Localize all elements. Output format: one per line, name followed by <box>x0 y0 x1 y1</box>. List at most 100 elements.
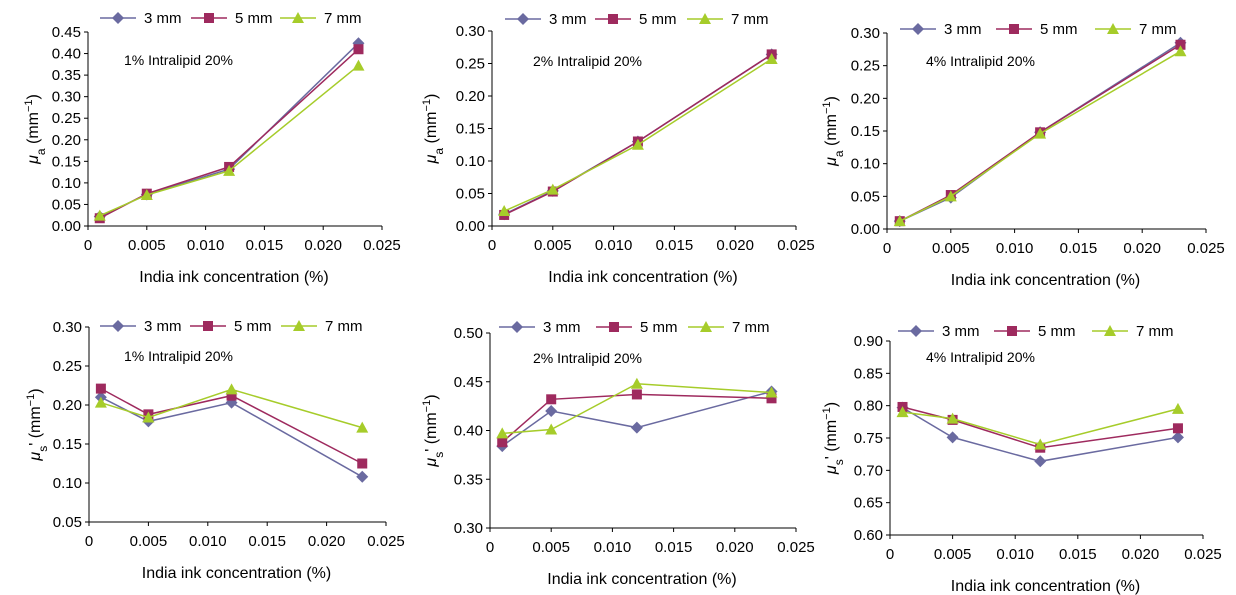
y-axis-title: μa (mm−1) <box>821 96 846 167</box>
x-tick-label: 0.015 <box>655 539 693 556</box>
triangle-marker <box>1107 23 1119 34</box>
square-marker <box>608 14 618 24</box>
y-axis-title: μa (mm−1) <box>23 94 48 165</box>
y-axis-title: μs' (mm−1) <box>421 394 446 467</box>
series-line <box>902 406 1179 449</box>
square-marker <box>1175 39 1186 50</box>
diamond-marker <box>1171 431 1184 444</box>
y-axis-title-part: (mm <box>25 112 42 148</box>
triangle-marker <box>498 205 511 217</box>
x-tick-label: 0.015 <box>1060 240 1098 257</box>
y-tick-label: 0.00 <box>456 218 485 235</box>
y-tick-label: 0.45 <box>454 374 483 391</box>
y-tick-label: 0.30 <box>454 520 483 537</box>
triangle-marker <box>356 421 369 433</box>
y-tick-label: 0.10 <box>52 175 81 192</box>
x-tick-label: 0.005 <box>932 240 970 257</box>
y-axis-title-part: −1 <box>421 400 433 413</box>
legend-label: 3 mm <box>543 319 581 336</box>
legend-label: 7 mm <box>731 11 769 28</box>
y-tick-label: 0.90 <box>854 333 883 350</box>
x-axis-title: India ink concentration (%) <box>951 272 1140 289</box>
diamond-marker <box>910 325 922 337</box>
x-tick-label: 0.020 <box>304 237 342 254</box>
x-tick-label: 0.005 <box>128 237 166 254</box>
triangle-marker <box>293 320 305 331</box>
legend-label: 7 mm <box>1139 21 1177 38</box>
legend-label: 3 mm <box>144 10 182 27</box>
series-line <box>503 53 773 215</box>
y-tick-label: 0.25 <box>456 56 485 73</box>
chart-panel-top-right: 0.00 0.05 0.10 0.15 0.20 0.25 0.30 0 0.005 0.010 0… <box>821 21 1225 289</box>
y-axis-title: μs' (mm−1) <box>821 402 846 475</box>
x-tick-label: 0.025 <box>1187 240 1225 257</box>
triangle-marker <box>765 386 778 398</box>
y-axis-title-part: a <box>34 148 48 155</box>
y-axis-title-part: μ <box>25 155 42 165</box>
series-line <box>100 396 363 478</box>
triangle-marker <box>292 12 304 23</box>
y-tick-label: 0.35 <box>454 471 483 488</box>
legend-label: 3 mm <box>549 11 587 28</box>
square-marker <box>497 437 508 448</box>
x-tick-label: 0.020 <box>716 237 754 254</box>
x-tick-label: 0.010 <box>594 539 632 556</box>
x-axis-title: India ink concentration (%) <box>547 571 736 588</box>
series-line <box>501 390 772 447</box>
y-axis-title-part: μ <box>823 157 840 167</box>
square-marker <box>546 394 557 405</box>
x-tick-label: 0.015 <box>1059 546 1097 563</box>
diamond-marker <box>356 470 369 483</box>
y-tick-label: 0.20 <box>456 88 485 105</box>
legend-label: 5 mm <box>234 318 272 335</box>
y-axis-title-part: ) <box>25 94 42 99</box>
x-tick-label: 0.025 <box>1184 546 1222 563</box>
y-tick-label: 0.15 <box>52 153 81 170</box>
y-tick-label: 0.65 <box>854 495 883 512</box>
x-tick-label: 0.025 <box>363 237 401 254</box>
x-tick-label: 0.025 <box>777 539 815 556</box>
legend-label: 5 mm <box>640 319 678 336</box>
legend-label: 3 mm <box>144 318 182 335</box>
series-line <box>899 50 1181 222</box>
y-axis-title-part: −1 <box>821 407 833 420</box>
y-tick-label: 0.20 <box>52 132 81 149</box>
legend-label: 7 mm <box>325 318 363 335</box>
y-tick-label: 0.05 <box>52 196 81 213</box>
diamond-marker <box>112 12 124 24</box>
triangle-marker <box>699 13 711 24</box>
square-marker <box>1007 326 1017 336</box>
y-axis-title-part: s <box>36 446 50 452</box>
triangle-marker <box>765 52 778 64</box>
legend-label: 5 mm <box>235 10 273 27</box>
chart-panel-bottom-right: 0.60 0.65 0.70 0.75 0.80 0.85 0.90 0 0.005 0.010 0… <box>821 323 1222 595</box>
y-axis-title-part: ' <box>27 443 44 446</box>
y-tick-label: 0.70 <box>854 462 883 479</box>
y-axis-title-part: μ <box>423 154 440 164</box>
y-axis-title: μa (mm−1) <box>421 94 446 165</box>
triangle-marker <box>630 377 643 389</box>
triangle-marker <box>545 423 558 435</box>
y-tick-label: 0.05 <box>456 186 485 203</box>
y-axis-title-part: μ <box>27 452 44 462</box>
triangle-marker <box>352 59 365 71</box>
y-axis-title-part: ) <box>27 388 44 393</box>
y-axis-title-part: ' <box>823 456 840 459</box>
chart-panel-bottom-middle: 0.30 0.35 0.40 0.45 0.50 0 0.005 0.010 0.015 0.02… <box>421 319 815 588</box>
y-tick-label: 0.25 <box>52 110 81 127</box>
y-axis-title-part: a <box>432 148 446 155</box>
series-line <box>501 393 772 443</box>
panel-annotation: 1% Intralipid 20% <box>124 348 233 364</box>
x-tick-label: 0.005 <box>934 546 972 563</box>
y-tick-label: 0.30 <box>52 89 81 106</box>
triangle-marker <box>225 383 238 395</box>
x-tick-label: 0.020 <box>716 539 754 556</box>
x-tick-label: 0.020 <box>1122 546 1160 563</box>
y-axis-title-part: s <box>832 459 846 465</box>
legend-label: 5 mm <box>1038 323 1076 340</box>
y-tick-label: 0.20 <box>53 397 82 414</box>
y-axis-title-part: μ <box>823 465 840 475</box>
triangle-marker <box>944 190 957 202</box>
legend-label: 7 mm <box>324 10 362 27</box>
y-tick-label: 0.25 <box>851 58 880 75</box>
